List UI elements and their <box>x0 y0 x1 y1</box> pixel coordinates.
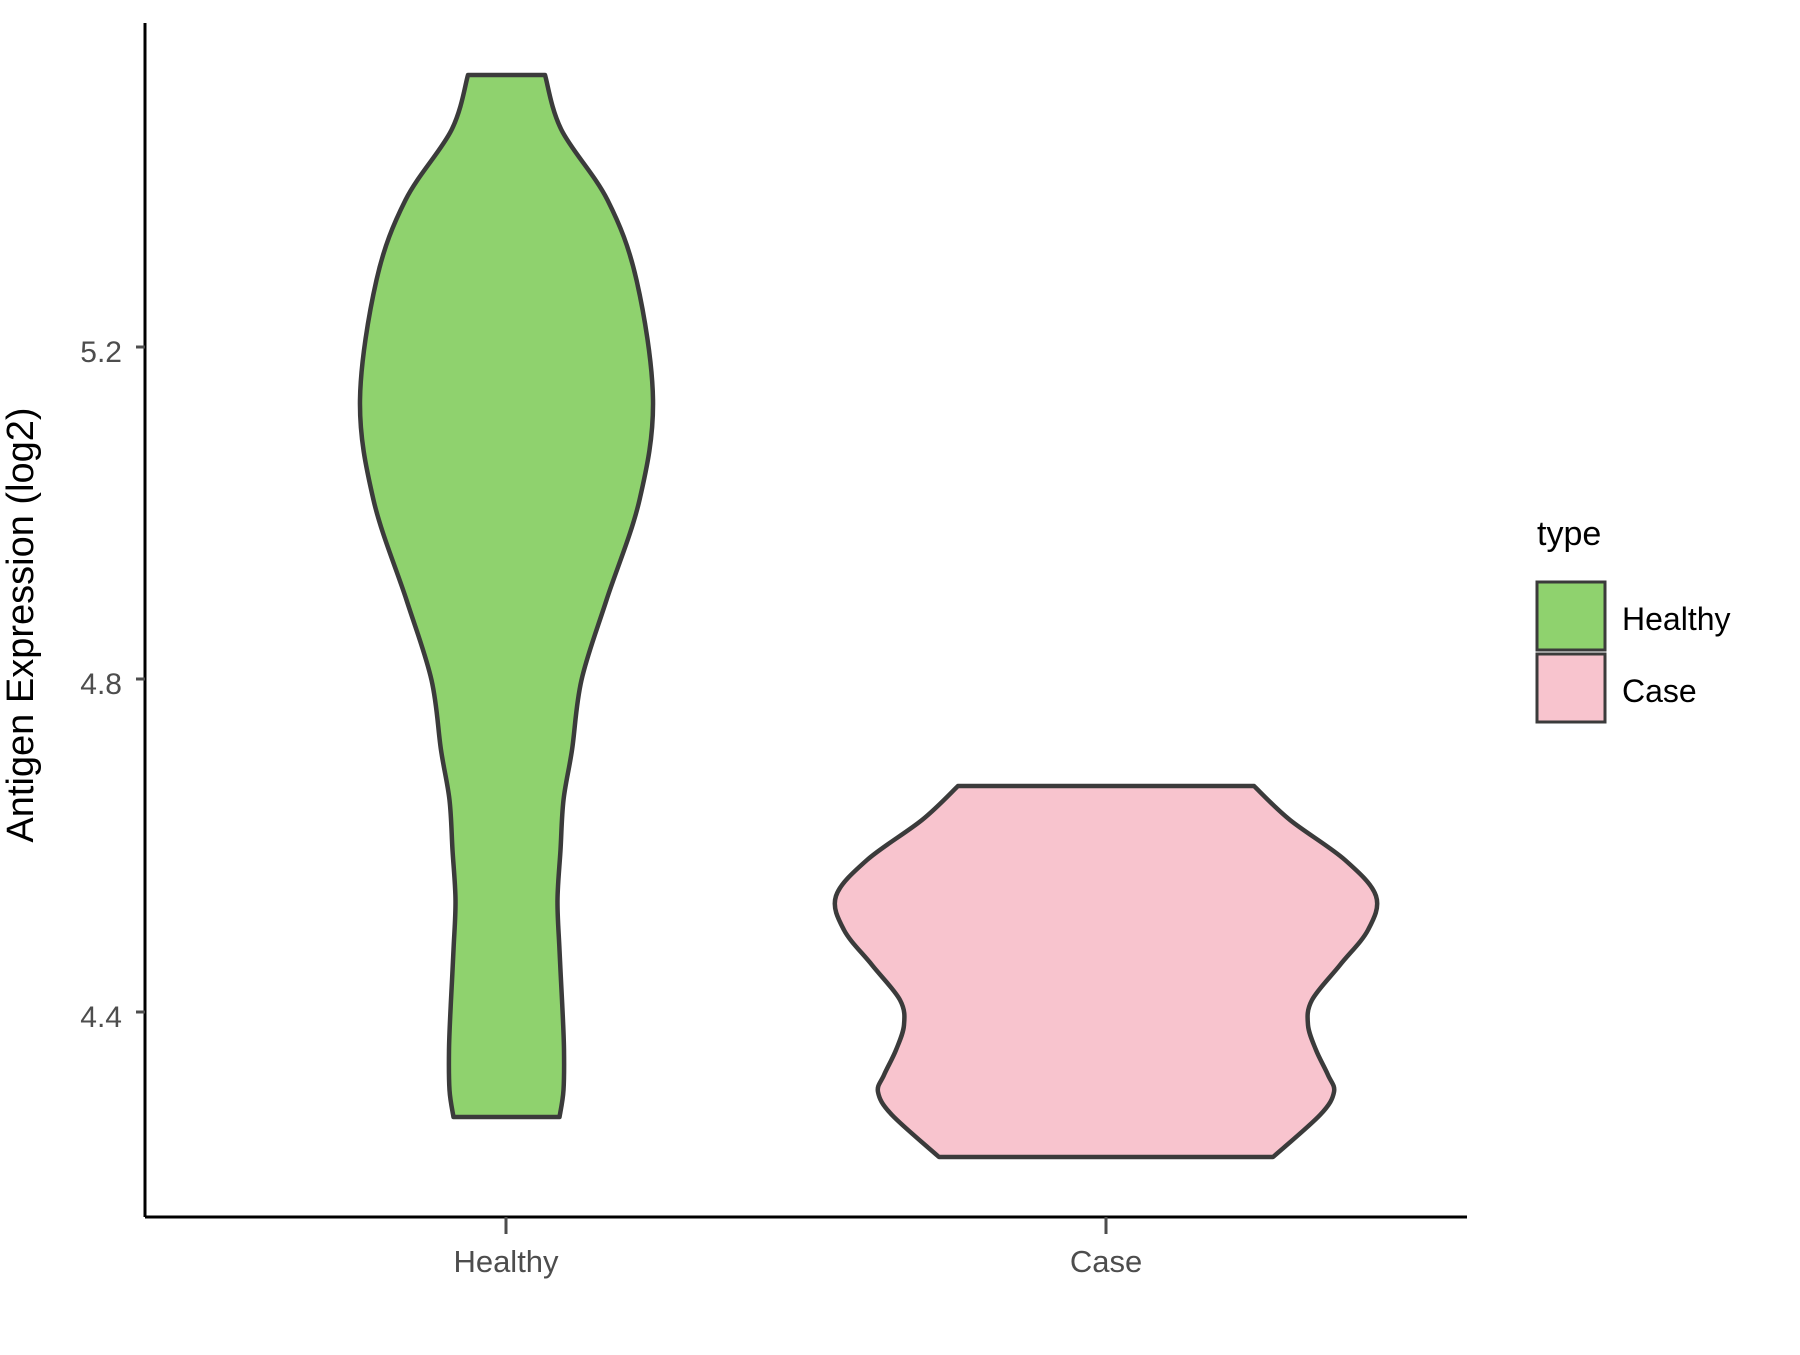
svg-text:type: type <box>1537 515 1601 553</box>
svg-text:Case: Case <box>1070 1244 1142 1279</box>
svg-text:4.8: 4.8 <box>80 668 122 701</box>
svg-text:Antigen Expression (log2): Antigen Expression (log2) <box>0 407 42 842</box>
svg-text:4.4: 4.4 <box>80 1001 122 1034</box>
svg-text:Healthy: Healthy <box>1622 601 1731 637</box>
svg-text:Healthy: Healthy <box>453 1244 559 1279</box>
svg-text:Case: Case <box>1622 673 1697 709</box>
svg-text:5.2: 5.2 <box>80 336 122 369</box>
